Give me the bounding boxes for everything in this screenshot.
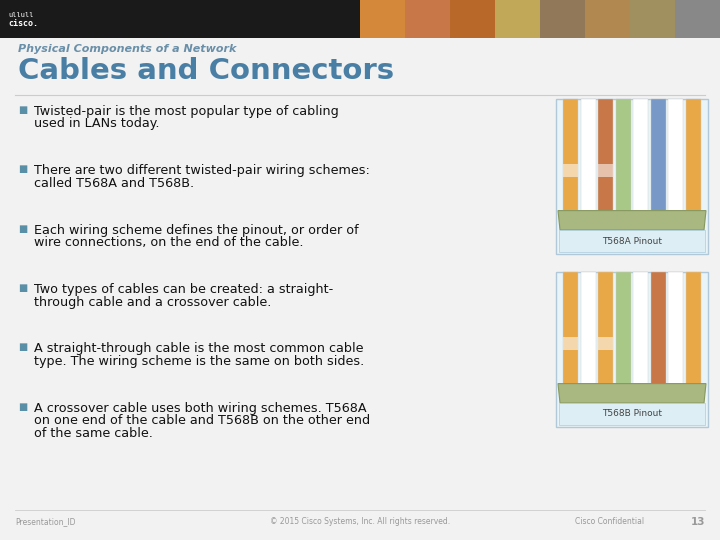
Bar xyxy=(540,0,585,38)
Text: Presentation_ID: Presentation_ID xyxy=(15,517,76,526)
Bar xyxy=(686,272,701,383)
Text: A straight-through cable is the most common cable: A straight-through cable is the most com… xyxy=(34,342,364,355)
Bar xyxy=(616,99,631,211)
Bar xyxy=(668,272,683,383)
Bar xyxy=(668,99,683,211)
Bar xyxy=(563,272,578,383)
Text: of the same cable.: of the same cable. xyxy=(34,427,153,440)
Text: ■: ■ xyxy=(18,402,27,412)
Text: A crossover cable uses both wiring schemes. T568A: A crossover cable uses both wiring schem… xyxy=(34,402,366,415)
Bar xyxy=(634,99,648,211)
Bar xyxy=(686,99,701,211)
Text: ■: ■ xyxy=(18,164,27,174)
Polygon shape xyxy=(558,211,706,230)
Bar xyxy=(581,99,595,211)
Text: called T568A and T568B.: called T568A and T568B. xyxy=(34,177,194,190)
Bar xyxy=(559,230,705,252)
Text: Cisco Confidential: Cisco Confidential xyxy=(575,517,644,526)
Polygon shape xyxy=(558,383,706,403)
Bar xyxy=(563,337,578,350)
Text: T568B Pinout: T568B Pinout xyxy=(602,409,662,418)
Text: ■: ■ xyxy=(18,283,27,293)
Text: ■: ■ xyxy=(18,342,27,353)
Bar xyxy=(675,0,720,38)
Text: ■: ■ xyxy=(18,105,27,115)
Bar xyxy=(556,99,708,254)
Text: Physical Components of a Network: Physical Components of a Network xyxy=(18,44,236,54)
Text: © 2015 Cisco Systems, Inc. All rights reserved.: © 2015 Cisco Systems, Inc. All rights re… xyxy=(270,517,450,526)
Text: used in LANs today.: used in LANs today. xyxy=(34,118,160,131)
Text: type. The wiring scheme is the same on both sides.: type. The wiring scheme is the same on b… xyxy=(34,355,364,368)
Text: Cables and Connectors: Cables and Connectors xyxy=(18,57,394,85)
Text: on one end of the cable and T568B on the other end: on one end of the cable and T568B on the… xyxy=(34,414,370,427)
Bar xyxy=(563,99,578,211)
Bar xyxy=(450,0,495,38)
Bar xyxy=(630,0,675,38)
Text: through cable and a crossover cable.: through cable and a crossover cable. xyxy=(34,295,271,308)
Text: 13: 13 xyxy=(690,517,705,527)
Text: Two types of cables can be created: a straight-: Two types of cables can be created: a st… xyxy=(34,283,333,296)
Bar xyxy=(556,272,708,427)
Text: There are two different twisted-pair wiring schemes:: There are two different twisted-pair wir… xyxy=(34,164,370,177)
Bar xyxy=(651,272,665,383)
Bar xyxy=(616,272,631,383)
Bar xyxy=(598,164,613,177)
Text: ■: ■ xyxy=(18,224,27,234)
Text: T568A Pinout: T568A Pinout xyxy=(602,237,662,246)
Bar xyxy=(651,99,665,211)
Bar xyxy=(495,0,540,38)
Text: ullull: ullull xyxy=(8,12,34,18)
Bar xyxy=(581,272,595,383)
Bar xyxy=(598,272,613,383)
Bar xyxy=(585,0,630,38)
Bar xyxy=(405,0,450,38)
Text: Each wiring scheme defines the pinout, or order of: Each wiring scheme defines the pinout, o… xyxy=(34,224,359,237)
Bar xyxy=(563,164,578,177)
Bar xyxy=(634,272,648,383)
Bar xyxy=(360,0,405,38)
Bar xyxy=(598,99,613,211)
Text: wire connections, on the end of the cable.: wire connections, on the end of the cabl… xyxy=(34,236,304,249)
Bar xyxy=(598,337,613,350)
Bar xyxy=(559,403,705,425)
Text: cisco.: cisco. xyxy=(8,18,38,28)
Text: Twisted-pair is the most popular type of cabling: Twisted-pair is the most popular type of… xyxy=(34,105,338,118)
Bar xyxy=(0,0,720,38)
